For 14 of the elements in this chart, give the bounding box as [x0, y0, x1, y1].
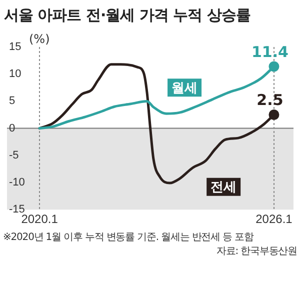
y-axis-title: (%) — [29, 32, 50, 46]
series-label: 전세 — [210, 180, 237, 196]
y-tick-label: 10 — [9, 68, 22, 80]
x-tick-label: 2026.1 — [256, 212, 293, 226]
data-label: 11.4 — [251, 42, 288, 61]
y-tick-label: 15 — [9, 41, 22, 54]
y-tick-label: 5 — [9, 95, 16, 108]
chart-title: 서울 아파트 전·월세 가격 누적 상승률 — [3, 5, 252, 25]
series-label: 월세 — [172, 81, 198, 96]
y-tick-label: -10 — [9, 176, 25, 189]
text: ※2020년 1월 이후 누적 변동률 기준. 월세는 반전세 등 포함 — [3, 231, 255, 244]
y-tick-label: -5 — [9, 149, 19, 162]
text: 자료: 한국부동산원 — [215, 245, 297, 258]
data-label: 2.5 — [256, 91, 284, 110]
